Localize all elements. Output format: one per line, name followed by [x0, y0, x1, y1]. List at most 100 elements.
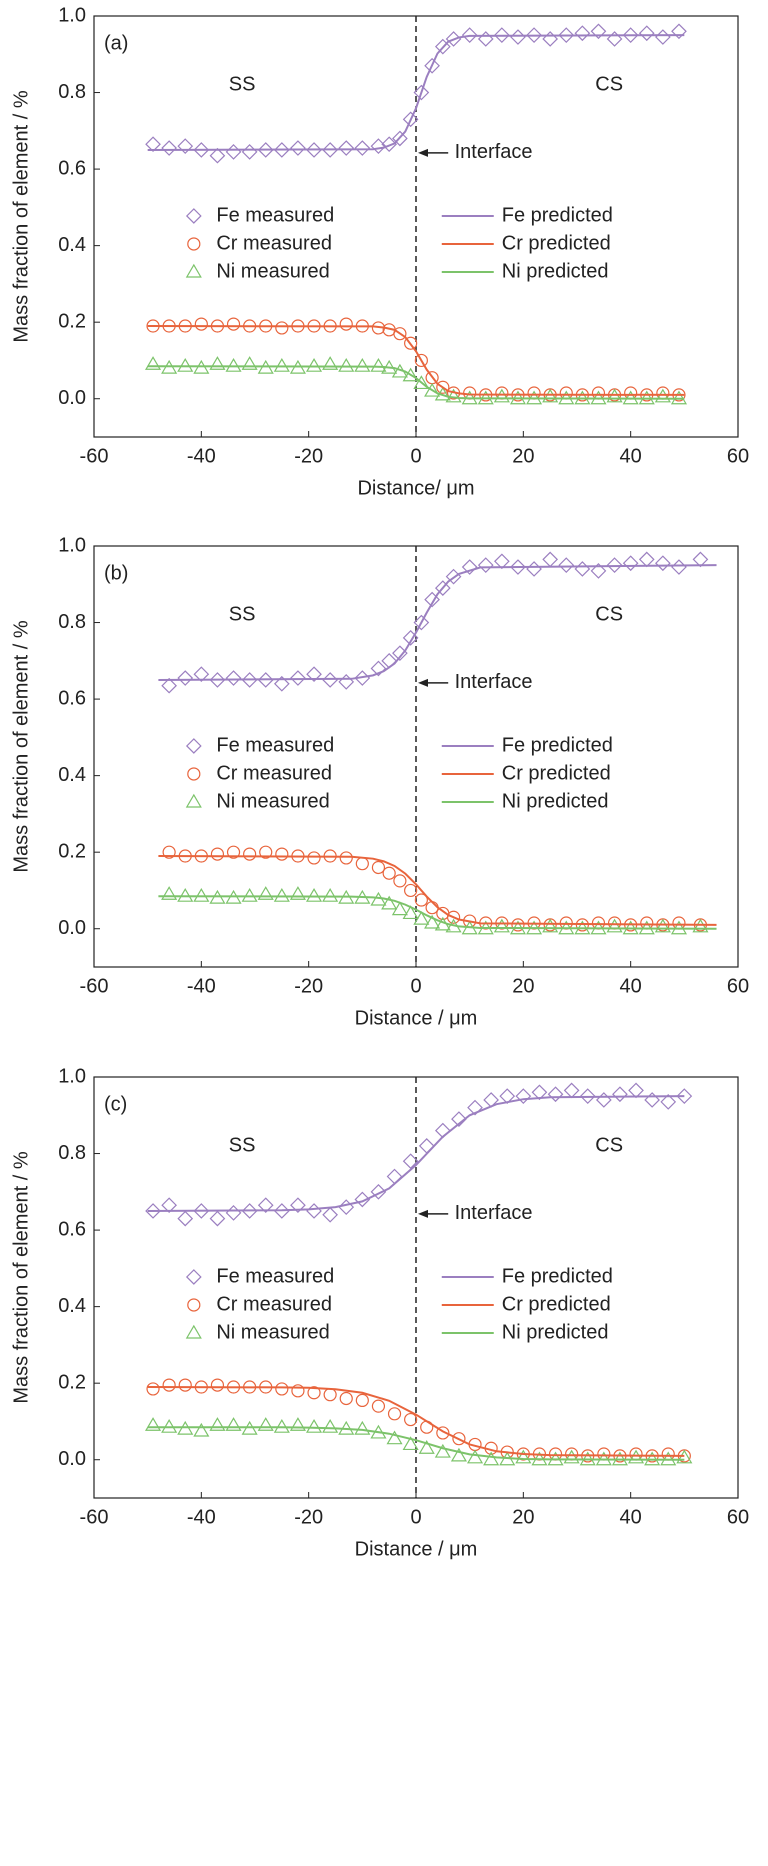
diamond-marker	[477, 557, 494, 573]
circle-marker	[624, 386, 638, 400]
triangle-marker	[177, 358, 194, 372]
annotation: Interface	[455, 1202, 533, 1224]
triangle-marker	[338, 358, 355, 372]
diamond-marker	[145, 1203, 161, 1219]
y-tick-label: 1.0	[58, 1065, 86, 1087]
y-tick-label: 0.4	[58, 234, 86, 256]
triangle-marker	[305, 358, 323, 372]
circle-marker	[511, 918, 525, 932]
circle-marker	[640, 916, 654, 930]
triangle-marker	[305, 888, 323, 902]
diamond-marker	[161, 1197, 177, 1214]
diamond-marker	[660, 1094, 677, 1110]
circle-marker	[243, 847, 257, 861]
diamond-marker	[402, 111, 419, 128]
panel-label: (c)	[104, 1093, 127, 1115]
circle-marker	[387, 1407, 402, 1421]
diamond-marker	[338, 1199, 355, 1215]
legend-marker	[187, 767, 201, 781]
triangle-marker	[322, 356, 339, 370]
diamond-marker	[322, 142, 338, 158]
triangle-marker	[413, 375, 430, 390]
circle-marker	[548, 1447, 563, 1461]
diamond-marker	[273, 142, 290, 158]
annotation: Interface	[455, 671, 533, 693]
diamond-marker	[257, 142, 274, 158]
x-tick-label: 60	[727, 975, 749, 997]
legend-marker	[185, 1324, 202, 1339]
diamond-marker	[413, 614, 430, 631]
x-tick-label: 40	[620, 975, 642, 997]
diamond-marker	[381, 136, 398, 153]
legend-label: Ni measured	[216, 260, 329, 282]
circle-marker	[355, 1393, 369, 1408]
x-tick-label: 0	[410, 1506, 421, 1528]
chart-panel: -60 -40 -20 0 20 40 60 0.0 0.2 0.4 0.6 0.8 1.0 Distan…	[10, 1065, 749, 1560]
triangle-marker	[424, 382, 441, 397]
x-axis-label: Distance / μm	[355, 1538, 478, 1560]
diamond-marker	[338, 674, 355, 690]
predicted-line	[158, 855, 717, 926]
legend-label: Fe measured	[216, 1265, 334, 1287]
y-tick-label: 0.8	[58, 611, 86, 633]
triangle-marker	[225, 358, 242, 372]
circle-marker	[436, 380, 450, 394]
legend-label: Ni predicted	[502, 1321, 609, 1343]
circle-marker	[597, 1447, 611, 1461]
diamond-marker	[590, 23, 607, 40]
triangle-marker	[466, 1449, 484, 1464]
triangle-marker	[241, 888, 258, 902]
y-tick-label: 0.4	[58, 1295, 86, 1317]
y-tick-label: 1.0	[58, 4, 86, 26]
legend-label: Cr measured	[216, 762, 332, 784]
circle-marker	[259, 845, 273, 859]
circle-marker	[452, 1432, 466, 1446]
triangle-marker	[483, 1451, 500, 1466]
y-axis-label: Mass fraction of element / %	[10, 1151, 32, 1404]
diamond-marker	[638, 25, 655, 42]
legend-label: Fe predicted	[502, 734, 613, 756]
circle-marker	[291, 1384, 305, 1398]
diamond-marker	[542, 31, 559, 47]
x-tick-label: -40	[187, 1506, 216, 1528]
legend-marker	[187, 237, 201, 251]
x-tick-label: -60	[80, 445, 109, 467]
legend-marker	[185, 738, 202, 754]
diamond-marker	[225, 1205, 242, 1221]
predicted-line	[147, 365, 685, 400]
diamond-marker	[638, 551, 655, 568]
diamond-marker	[193, 1203, 210, 1219]
y-tick-label: 0.8	[58, 81, 86, 103]
triangle-marker	[424, 914, 441, 929]
circle-marker	[404, 336, 418, 350]
triangle-marker	[434, 1443, 451, 1458]
triangle-marker	[542, 388, 559, 403]
annotation: SS	[229, 1135, 256, 1157]
legend-label: Cr predicted	[502, 232, 611, 254]
y-tick-label: 0.6	[58, 157, 86, 179]
triangle-marker	[627, 1449, 645, 1464]
circle-marker	[178, 1378, 192, 1392]
triangle-marker	[193, 1422, 210, 1437]
predicted-line	[147, 34, 685, 151]
diamond-marker	[257, 1197, 274, 1214]
diamond-marker	[606, 557, 623, 573]
legend-marker	[185, 263, 202, 278]
predicted-line	[147, 1095, 685, 1212]
triangle-marker	[542, 918, 559, 933]
diamond-marker	[273, 1203, 290, 1219]
diamond-marker	[273, 675, 290, 692]
circle-marker	[339, 851, 353, 865]
diamond-marker	[322, 672, 338, 688]
triangle-marker	[273, 358, 290, 372]
diamond-marker	[241, 144, 258, 160]
triangle-marker	[209, 356, 226, 370]
diamond-marker	[445, 31, 462, 47]
diamond-marker	[145, 136, 161, 153]
circle-marker	[162, 1378, 176, 1392]
diamond-marker	[622, 27, 639, 43]
y-tick-label: 0.6	[58, 1218, 86, 1240]
predicted-line	[158, 564, 717, 681]
